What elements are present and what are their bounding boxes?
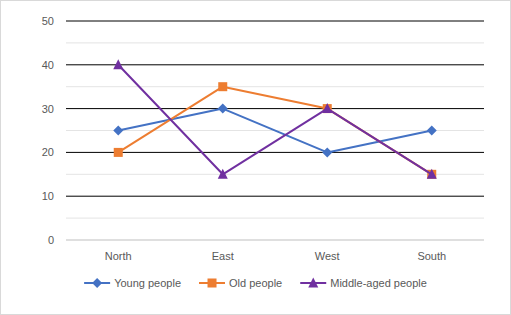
point-marker xyxy=(113,59,123,69)
series-line xyxy=(118,87,432,175)
point-marker xyxy=(322,103,332,113)
point-marker xyxy=(113,126,123,136)
point-marker xyxy=(322,147,332,157)
minor-grid-line xyxy=(66,218,484,219)
x-tick-label: East xyxy=(212,250,234,262)
x-tick-label: South xyxy=(417,250,446,262)
chart-container: 0 10 20 30 40 50 North East West South Young peopl… xyxy=(0,0,511,315)
plot-area xyxy=(113,59,437,179)
grid-line xyxy=(66,21,484,22)
minor-grid-line xyxy=(66,42,484,43)
point-marker xyxy=(218,104,228,114)
grid-line xyxy=(66,108,484,109)
grid-line xyxy=(66,152,484,153)
legend: Young people Old people Middle-aged people xyxy=(84,277,427,289)
legend-marker xyxy=(92,278,102,288)
legend-marker xyxy=(308,278,318,288)
legend-item: Old people xyxy=(199,277,282,289)
point-marker xyxy=(427,126,437,136)
legend-item: Middle-aged people xyxy=(300,277,427,289)
x-tick-label: West xyxy=(315,250,340,262)
point-marker xyxy=(323,104,332,113)
legend-item: Young people xyxy=(84,277,181,289)
grid-line xyxy=(66,196,484,197)
y-tick-label: 10 xyxy=(42,190,54,202)
grid-line xyxy=(66,64,484,65)
y-tick-label: 20 xyxy=(42,146,54,158)
chart-svg: 0 10 20 30 40 50 North East West South Young peopl… xyxy=(0,0,511,315)
y-tick-label: 40 xyxy=(42,59,54,71)
series-line xyxy=(118,65,432,175)
point-marker xyxy=(427,169,437,179)
x-axis-line xyxy=(66,240,484,241)
point-marker xyxy=(218,169,228,179)
minor-grid-line xyxy=(66,174,484,175)
point-marker xyxy=(218,82,227,91)
y-tick-label: 0 xyxy=(48,234,54,246)
y-tick-label: 30 xyxy=(42,103,54,115)
legend-label: Old people xyxy=(229,277,282,289)
chart-border xyxy=(1,1,511,315)
legend-label: Middle-aged people xyxy=(330,277,427,289)
minor-grid-line xyxy=(66,86,484,87)
legend-label: Young people xyxy=(114,277,181,289)
x-tick-label: North xyxy=(105,250,132,262)
y-tick-label: 50 xyxy=(42,15,54,27)
point-marker xyxy=(114,148,123,157)
legend-marker xyxy=(208,279,217,288)
